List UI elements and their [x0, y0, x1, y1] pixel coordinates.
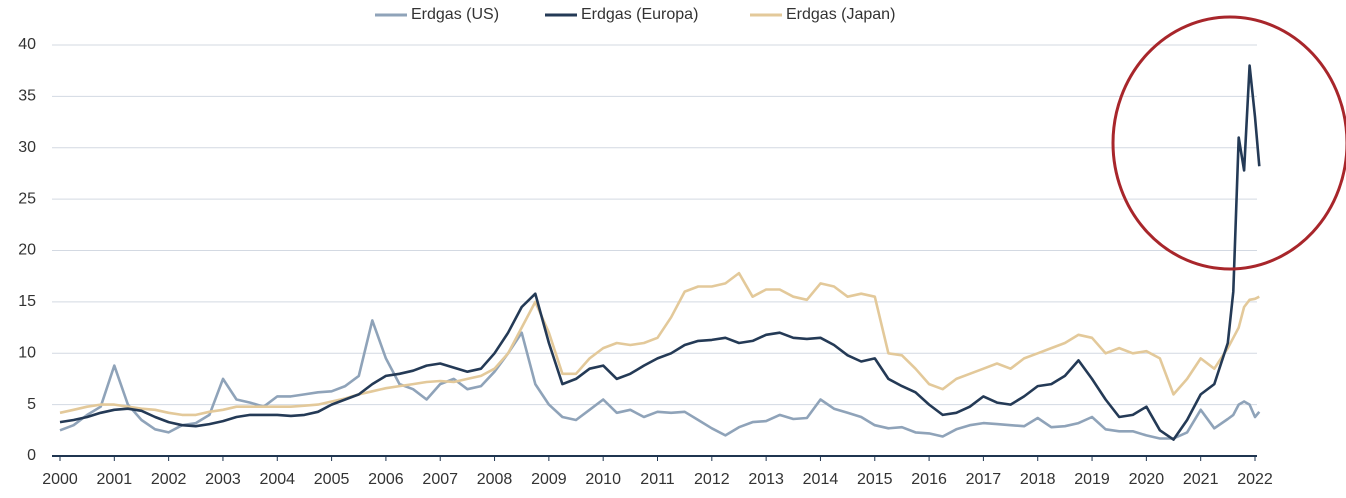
series-line [59, 319, 1261, 440]
x-tick-label: 2015 [857, 471, 893, 488]
x-tick-label: 2020 [1129, 471, 1165, 488]
x-tick-label: 2011 [640, 471, 675, 488]
legend-label: Erdgas (US) [411, 6, 499, 23]
x-tick-label: 2012 [694, 471, 730, 488]
x-tick-label: 2006 [368, 471, 404, 488]
x-tick-label: 2001 [97, 471, 133, 488]
y-tick-label: 20 [18, 242, 36, 259]
x-tick-label: 2008 [477, 471, 513, 488]
y-tick-label: 15 [18, 293, 36, 310]
x-tick-label: 2009 [531, 471, 567, 488]
x-tick-label: 2021 [1183, 471, 1219, 488]
y-tick-label: 10 [18, 344, 36, 361]
x-tick-label: 2003 [205, 471, 241, 488]
x-tick-label: 2014 [803, 471, 839, 488]
x-tick-label: 2019 [1074, 471, 1110, 488]
x-tick-label: 2007 [422, 471, 458, 488]
series-line [59, 271, 1260, 417]
x-tick-label: 2000 [42, 471, 78, 488]
x-tick-label: 2010 [585, 471, 621, 488]
x-tick-label: 2022 [1237, 471, 1273, 488]
x-tick-label: 2017 [966, 471, 1002, 488]
x-tick-label: 2013 [748, 471, 784, 488]
x-tick-label: 2018 [1020, 471, 1056, 488]
y-tick-label: 30 [18, 139, 36, 156]
legend-label: Erdgas (Japan) [786, 6, 895, 23]
highlight-circle [1111, 15, 1346, 271]
y-tick-label: 5 [27, 396, 36, 413]
y-tick-label: 35 [18, 88, 36, 105]
y-tick-label: 40 [18, 36, 36, 53]
x-tick-label: 2002 [151, 471, 187, 488]
y-tick-label: 0 [27, 447, 36, 464]
legend-label: Erdgas (Europa) [581, 6, 698, 23]
x-tick-label: 2004 [259, 471, 295, 488]
x-tick-label: 2005 [314, 471, 350, 488]
x-tick-label: 2016 [911, 471, 947, 488]
y-tick-label: 25 [18, 190, 36, 207]
series-line [59, 64, 1261, 441]
